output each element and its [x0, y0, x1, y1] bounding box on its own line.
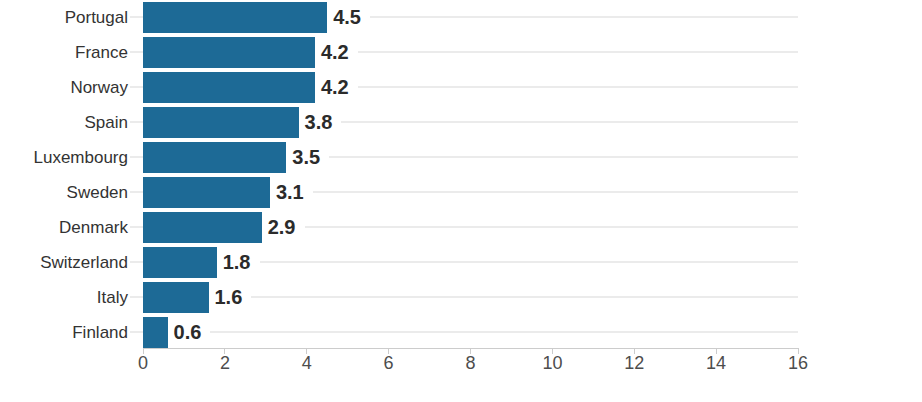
- x-axis-line: [143, 348, 799, 349]
- category-label: Denmark: [0, 210, 128, 245]
- category-label: Norway: [0, 70, 128, 105]
- bar-row: Finland 0.6: [0, 315, 922, 350]
- category-label: Finland: [0, 315, 128, 350]
- bar[interactable]: [143, 142, 286, 173]
- value-label: 1.8: [217, 245, 260, 280]
- bar[interactable]: [143, 72, 315, 103]
- bar[interactable]: [143, 247, 217, 278]
- bar-row: Portugal 4.5: [0, 0, 922, 35]
- x-axis-tick-label: 0: [113, 353, 173, 374]
- bar-row: Spain 3.8: [0, 105, 922, 140]
- category-label: Sweden: [0, 175, 128, 210]
- bar-row: Norway 4.2: [0, 70, 922, 105]
- bar-row: Italy 1.6: [0, 280, 922, 315]
- value-label: 3.8: [299, 105, 342, 140]
- x-axis-tick-label: 2: [195, 353, 255, 374]
- x-axis-tick-label: 16: [768, 353, 828, 374]
- value-label: 1.6: [209, 280, 252, 315]
- x-axis-tick-label: 12: [604, 353, 664, 374]
- row-gridline: [130, 331, 798, 333]
- value-label: 3.1: [270, 175, 313, 210]
- value-label: 4.2: [315, 70, 358, 105]
- category-label: France: [0, 35, 128, 70]
- category-label: Spain: [0, 105, 128, 140]
- x-axis-tick-label: 8: [441, 353, 501, 374]
- bar[interactable]: [143, 177, 270, 208]
- value-label: 3.5: [286, 140, 329, 175]
- category-label: Italy: [0, 280, 128, 315]
- bar[interactable]: [143, 2, 327, 33]
- category-label: Portugal: [0, 0, 128, 35]
- bar-row: Sweden 3.1: [0, 175, 922, 210]
- bar[interactable]: [143, 317, 168, 348]
- bar-row: Switzerland 1.8: [0, 245, 922, 280]
- category-label: Switzerland: [0, 245, 128, 280]
- bar-row: France 4.2: [0, 35, 922, 70]
- x-axis-tick-label: 14: [686, 353, 746, 374]
- x-axis-tick-label: 10: [522, 353, 582, 374]
- value-label: 4.2: [315, 35, 358, 70]
- value-label: 0.6: [168, 315, 211, 350]
- value-label: 4.5: [327, 0, 370, 35]
- bar[interactable]: [143, 212, 262, 243]
- bar[interactable]: [143, 37, 315, 68]
- category-label: Luxembourg: [0, 140, 128, 175]
- x-axis-tick-label: 4: [277, 353, 337, 374]
- bar-chart: Portugal4.5France4.2Norway4.2Spain3.8Lux…: [0, 0, 922, 402]
- bar-row: Denmark 2.9: [0, 210, 922, 245]
- bar-row: Luxembourg 3.5: [0, 140, 922, 175]
- value-label: 2.9: [262, 210, 305, 245]
- x-axis-tick-label: 6: [359, 353, 419, 374]
- bar[interactable]: [143, 107, 299, 138]
- bar[interactable]: [143, 282, 209, 313]
